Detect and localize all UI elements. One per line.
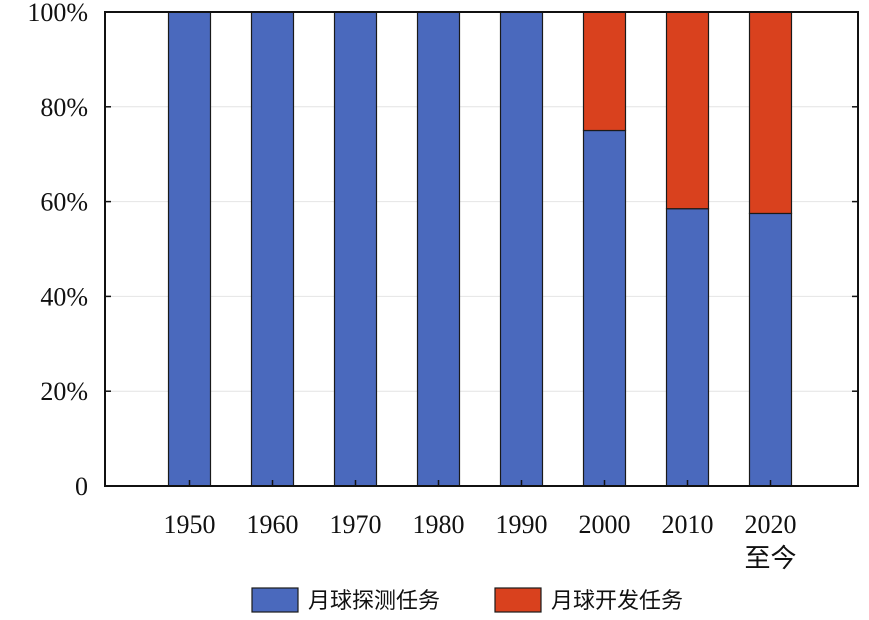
bar-segment-exploration	[333, 11, 378, 487]
bar-segment-exploration	[499, 11, 544, 487]
plot-frame	[104, 11, 859, 487]
x-tick-label: 2020 至今	[744, 510, 796, 573]
bar-segment-development	[582, 11, 627, 132]
bar-segment-exploration	[748, 212, 793, 487]
bar-segment-development	[665, 11, 710, 210]
gridlines	[105, 106, 858, 392]
x-tick-label: 1950	[164, 510, 216, 539]
bar-segment-exploration	[665, 208, 710, 487]
legend-swatch	[494, 587, 542, 613]
x-axis-ticks: 1950 1960 1970 1980 1990 2000 2010 2020 至今	[164, 480, 797, 573]
bar-segment-exploration	[167, 11, 212, 487]
bar-segment-development	[748, 11, 793, 215]
bar-segment-exploration	[250, 11, 295, 487]
bar-segment-exploration	[416, 11, 461, 487]
x-tick-label: 1990	[496, 510, 548, 539]
bars	[167, 11, 793, 487]
legend-swatch	[251, 587, 299, 613]
y-tick-label: 0	[75, 472, 88, 501]
x-tick-label: 1980	[413, 510, 465, 539]
x-tick-label: 1960	[247, 510, 299, 539]
x-tick-label: 2010	[662, 510, 714, 539]
y-tick-label: 40%	[40, 282, 88, 311]
y-tick-label: 80%	[40, 93, 88, 122]
bar-segment-exploration	[582, 129, 627, 487]
legend: 月球探测任务 月球开发任务	[251, 587, 683, 614]
legend-label: 月球探测任务	[308, 589, 440, 614]
legend-label: 月球开发任务	[551, 589, 683, 614]
x-tick-label: 2000	[579, 510, 631, 539]
x-tick-label: 1970	[330, 510, 382, 539]
y-tick-label: 100%	[27, 0, 88, 27]
y-tick-label: 60%	[40, 188, 88, 217]
y-tick-label: 20%	[40, 377, 88, 406]
